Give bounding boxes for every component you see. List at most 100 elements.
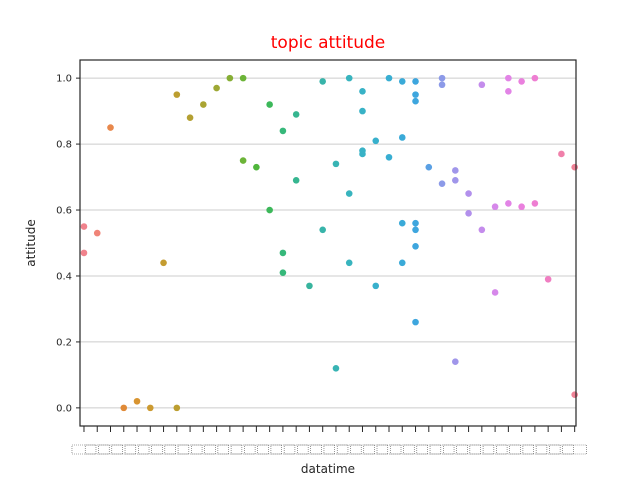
data-point [120, 404, 128, 412]
data-point [398, 134, 406, 141]
x-tick-label-illegible [84, 444, 110, 455]
x-tick-label-illegible [244, 444, 269, 455]
x-tick-label-illegible [137, 444, 163, 455]
x-tick-label-illegible [323, 444, 349, 455]
x-tick-label-illegible [297, 444, 322, 455]
data-point [412, 78, 419, 85]
data-point [80, 223, 88, 230]
x-tick-label-illegible [549, 444, 574, 455]
data-point [491, 203, 499, 211]
data-point [412, 318, 419, 326]
y-tick-label: 1.0 [56, 74, 72, 85]
x-tick-label-illegible [71, 444, 97, 455]
data-point [505, 200, 512, 207]
x-tick-label-illegible [429, 444, 455, 455]
x-tick-label-illegible [389, 444, 415, 455]
x-tick-label-illegible [217, 444, 243, 455]
y-tick-label: 0.6 [56, 206, 72, 217]
data-point [531, 74, 539, 82]
data-point [266, 206, 273, 214]
data-point [80, 249, 88, 257]
data-point [93, 229, 101, 237]
plot-frame [79, 59, 577, 427]
y-tick-label: 0.2 [56, 337, 72, 348]
data-point [412, 226, 419, 234]
x-tick-label-illegible [416, 444, 442, 455]
data-point [412, 242, 419, 250]
x-tick-label-illegible [98, 444, 123, 455]
data-point [571, 391, 578, 398]
data-point [412, 91, 419, 98]
x-tick-label-illegible [151, 444, 176, 455]
x-tick-label-illegible [509, 444, 534, 455]
data-point [213, 84, 220, 92]
data-point [571, 163, 578, 171]
data-point [200, 101, 207, 108]
x-tick-label-illegible [111, 444, 137, 455]
data-point [531, 200, 539, 207]
x-tick-label-illegible [350, 444, 375, 455]
data-point [505, 74, 512, 82]
data-point [438, 74, 446, 82]
x-tick-label-illegible [562, 444, 587, 455]
x-tick-label-illegible [469, 444, 495, 455]
data-point [345, 190, 353, 197]
data-point [146, 404, 154, 412]
data-point [452, 167, 459, 174]
data-point [133, 397, 141, 405]
data-point [279, 249, 287, 257]
data-point [239, 157, 247, 164]
data-point [438, 81, 446, 89]
data-point [359, 107, 366, 115]
x-tick-label-illegible [270, 444, 296, 455]
x-tick-label-illegible [496, 444, 521, 455]
x-tick-label-illegible [257, 444, 282, 455]
data-point [452, 358, 459, 366]
x-tick-label-illegible [456, 444, 481, 455]
data-point [398, 78, 406, 85]
x-tick-label-illegible [535, 444, 561, 455]
x-tick-label-illegible [283, 444, 309, 455]
data-point [332, 364, 340, 372]
x-tick-label-illegible [164, 444, 190, 455]
y-tick-label: 0.4 [56, 271, 72, 282]
data-point [478, 81, 486, 89]
chart-title: topic attitude [271, 33, 386, 53]
data-point [385, 74, 393, 82]
x-tick-label-illegible [310, 444, 335, 455]
data-point [107, 124, 114, 131]
data-point [292, 177, 300, 184]
x-tick-label-illegible [522, 444, 548, 455]
data-point [279, 127, 287, 135]
data-point [465, 190, 472, 197]
data-point [398, 259, 406, 267]
x-tick-label-illegible [376, 444, 402, 455]
data-point [319, 78, 326, 85]
data-point [239, 74, 247, 82]
x-tick-label-illegible [403, 444, 428, 455]
data-point [345, 74, 353, 82]
x-tick-label-illegible [336, 444, 362, 455]
data-point [160, 259, 167, 267]
data-point [425, 163, 433, 171]
data-point [173, 404, 181, 412]
gridlines [80, 77, 576, 409]
data-point [306, 282, 313, 290]
data-point [398, 219, 406, 227]
y-tick-label: 0.8 [56, 140, 72, 151]
x-tick-label-illegible [482, 444, 508, 455]
x-axis-label: datatime [301, 462, 355, 476]
data-point [359, 150, 366, 158]
x-tick-label-illegible [177, 444, 203, 455]
data-point [186, 114, 194, 122]
x-tick-label-illegible [230, 444, 256, 455]
data-point [372, 282, 380, 290]
data-point [332, 160, 340, 168]
data-point [385, 153, 393, 161]
data-point [372, 137, 380, 145]
data-point [412, 219, 419, 227]
x-tick-label-illegible [124, 444, 150, 455]
data-point [452, 177, 459, 184]
data-point [226, 74, 234, 82]
